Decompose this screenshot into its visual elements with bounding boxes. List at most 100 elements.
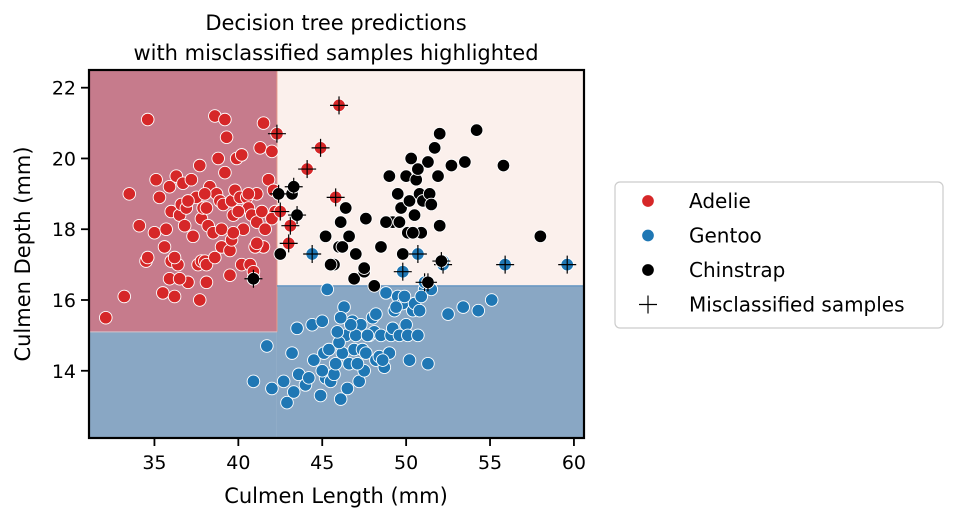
y-tick-label: 18	[52, 219, 76, 241]
legend-marker	[641, 194, 655, 208]
data-point-gentoo	[313, 388, 328, 403]
data-point-adelie	[214, 222, 229, 236]
scatter-points	[99, 109, 548, 410]
data-point-chinstrap	[469, 123, 484, 137]
data-point-adelie	[226, 226, 241, 240]
data-point-chinstrap	[402, 194, 417, 208]
data-point-chinstrap	[404, 151, 418, 166]
data-point-chinstrap	[390, 187, 405, 201]
data-point-gentoo	[320, 282, 335, 297]
data-point-gentoo	[286, 385, 301, 399]
data-point-adelie	[152, 190, 167, 205]
legend-frame	[614, 181, 944, 329]
data-point-gentoo	[484, 293, 499, 307]
misclassified-marker	[271, 202, 290, 221]
data-point-gentoo	[307, 353, 321, 367]
misclassified-marker	[288, 206, 307, 225]
data-point-chinstrap	[273, 247, 288, 261]
data-point-adelie	[231, 204, 246, 219]
data-point-adelie	[157, 240, 172, 254]
data-point-chinstrap	[424, 197, 439, 212]
legend-item-chinstrap: Chinstrap	[641, 258, 785, 282]
chart-title-line-2: with misclassified samples highlighted	[133, 41, 538, 65]
data-point-adelie	[149, 172, 163, 187]
y-tick-label: 14	[52, 361, 76, 383]
misclassified-marker	[279, 234, 298, 253]
data-point-gentoo	[344, 318, 358, 332]
data-point-adelie	[265, 144, 279, 159]
misclassified-marker	[281, 216, 300, 235]
y-tick-label: 20	[52, 148, 76, 170]
x-tick-label: 45	[310, 452, 334, 474]
data-point-gentoo	[340, 381, 355, 396]
data-point-gentoo	[315, 314, 329, 328]
data-point-chinstrap	[406, 226, 420, 240]
series-chinstrap	[246, 123, 548, 293]
series-adelie	[99, 109, 283, 325]
data-point-adelie	[211, 151, 225, 166]
data-point-chinstrap	[444, 158, 459, 173]
data-point-chinstrap	[335, 240, 350, 254]
data-point-chinstrap	[427, 141, 442, 155]
data-point-chinstrap	[318, 229, 333, 244]
legend-item-misclassified-samples: Misclassified samples	[639, 293, 905, 317]
legend-item-gentoo: Gentoo	[641, 224, 762, 248]
data-point-chinstrap	[347, 272, 361, 286]
data-point-gentoo	[402, 353, 417, 367]
misclassified-marker	[303, 245, 322, 263]
data-point-gentoo	[276, 374, 291, 389]
x-tick-label: 35	[142, 452, 166, 474]
x-tick-label: 60	[562, 452, 586, 474]
data-point-adelie	[184, 172, 199, 187]
data-point-adelie	[181, 194, 195, 208]
decision-region-gentoo	[89, 331, 277, 438]
data-point-gentoo	[359, 346, 373, 360]
misclassified-marker	[330, 96, 349, 115]
data-point-adelie	[256, 116, 271, 130]
data-point-gentoo	[360, 328, 375, 343]
legend: Adelie Gentoo Chinstrap Misclassified sampl…	[614, 181, 944, 329]
y-axis: 14 16 18 20 22	[52, 78, 89, 383]
data-point-adelie	[177, 218, 192, 233]
legend-label: Misclassified samples	[689, 293, 905, 317]
data-point-adelie	[167, 289, 182, 304]
plot-frame	[87, 68, 586, 440]
data-point-adelie	[241, 187, 256, 201]
data-point-gentoo	[333, 310, 348, 325]
misclassified-marker	[284, 177, 303, 196]
data-point-gentoo	[471, 303, 486, 318]
data-point-adelie	[255, 204, 269, 219]
data-point-adelie	[234, 148, 249, 162]
y-tick-label: 16	[52, 290, 76, 312]
data-point-chinstrap	[374, 240, 388, 254]
data-point-gentoo	[389, 300, 403, 314]
data-point-gentoo	[441, 307, 455, 321]
data-point-adelie	[253, 141, 267, 155]
data-point-gentoo	[411, 328, 425, 343]
data-point-gentoo	[412, 303, 427, 318]
legend-label: Chinstrap	[689, 258, 785, 282]
data-point-adelie	[219, 130, 234, 144]
data-point-adelie	[140, 250, 155, 265]
data-point-chinstrap	[458, 155, 472, 169]
misclassified-marker	[432, 252, 451, 271]
legend-label: Adelie	[689, 189, 751, 213]
data-point-adelie	[186, 229, 200, 244]
data-point-gentoo	[414, 289, 428, 304]
x-tick-label: 40	[226, 452, 250, 474]
data-point-chinstrap	[533, 229, 548, 244]
misclassified-marker	[311, 138, 330, 157]
x-axis: 35 40 45 50 55 60	[142, 438, 586, 474]
legend-label: Gentoo	[689, 224, 762, 248]
data-point-gentoo	[290, 321, 304, 336]
data-point-chinstrap	[407, 208, 422, 222]
data-point-chinstrap	[396, 247, 410, 261]
data-point-adelie	[192, 158, 207, 173]
data-point-gentoo	[369, 307, 383, 321]
data-point-chinstrap	[392, 215, 407, 229]
series-gentoo	[246, 254, 499, 410]
misclassified-marker	[408, 245, 427, 263]
misclassified-marker	[269, 184, 288, 203]
data-point-adelie	[140, 112, 155, 127]
data-point-adelie	[132, 218, 147, 233]
